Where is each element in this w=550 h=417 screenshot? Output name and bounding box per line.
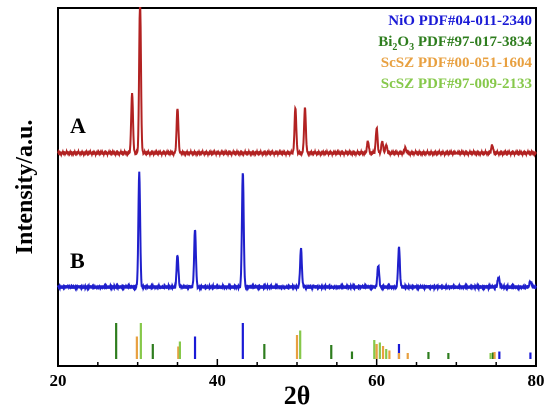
x-tick-label: 40 — [209, 371, 226, 390]
trace-a — [57, 7, 537, 159]
x-tick-label: 20 — [50, 371, 67, 390]
x-axis-label: 2θ — [284, 381, 311, 410]
sample-label-a: A — [70, 113, 86, 138]
legend-entry-scsz-2133: ScSZ PDF#97-009-2133 — [381, 76, 532, 92]
trace-b — [57, 171, 537, 293]
sample-label-b: B — [70, 248, 85, 273]
reference-lines — [115, 323, 532, 359]
traces — [57, 7, 537, 293]
y-axis-label: Intensity/a.u. — [12, 120, 38, 255]
legend: NiO PDF#04-011-2340 Bi2O3 PDF#97-017-383… — [378, 13, 532, 92]
legend-entry-nio: NiO PDF#04-011-2340 — [388, 13, 532, 29]
legend-entry-bi2o3: Bi2O3 PDF#97-017-3834 — [378, 34, 532, 53]
x-tick-label: 80 — [528, 371, 545, 390]
legend-entry-scsz-1604: ScSZ PDF#00-051-1604 — [381, 55, 533, 71]
x-tick-label: 60 — [368, 371, 385, 390]
x-ticks: 20 40 60 80 — [50, 359, 545, 390]
